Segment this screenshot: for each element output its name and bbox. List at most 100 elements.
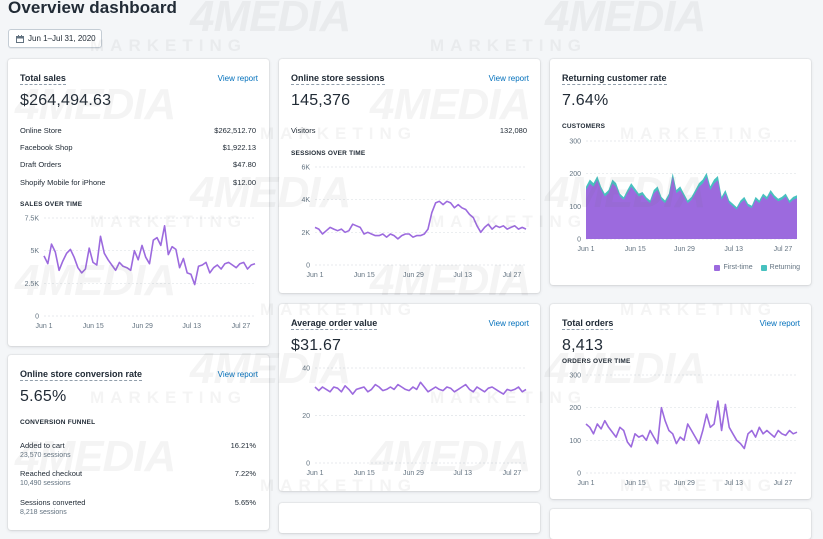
funnel-row: Added to cart 16.21%	[20, 441, 256, 451]
card-title: Average order value	[291, 318, 378, 330]
x-tick-label: Jun 1	[35, 323, 52, 330]
calendar-icon	[16, 34, 24, 43]
total-orders-value: 8,413	[562, 337, 604, 354]
sales-over-time-chart: 7.5K 5K 2.5K 0 Jun 1 Jun 15 Jun 29 Jul 13 Jul 27	[25, 216, 256, 330]
aov-value: $31.67	[291, 337, 342, 354]
row-label: Draft Orders	[20, 160, 62, 169]
chart-label: CUSTOMERS	[562, 123, 606, 130]
x-tick-label: Jun 1	[306, 470, 323, 477]
funnel-step-value: 7.22%	[234, 469, 256, 478]
breakdown-row: Draft Orders $47.80	[20, 160, 256, 170]
legend-swatch-first-time	[714, 264, 721, 271]
view-report-link[interactable]: View report	[488, 319, 529, 328]
legend-returning: Returning	[769, 264, 800, 271]
funnel-step-sessions: 8,218 sessions	[20, 509, 67, 516]
sessions-card: Online store sessions View report 145,37…	[279, 59, 540, 293]
y-tick-label: 200	[569, 405, 581, 412]
card-title: Online store sessions	[291, 73, 385, 85]
date-range-button[interactable]: Jun 1–Jul 31, 2020	[8, 29, 102, 48]
y-tick-label: 2K	[301, 230, 310, 237]
average-order-value-chart: 40 20 0 Jun 1 Jun 15 Jun 29 Jul 13 Jul 27	[302, 366, 527, 477]
x-tick-label: Jul 27	[774, 246, 793, 253]
y-tick-label: 100	[569, 204, 581, 211]
funnel-step-label: Added to cart	[20, 441, 65, 450]
view-report-link[interactable]: View report	[759, 319, 800, 328]
total-orders-card: Total orders View report 8,413 ORDERS OV…	[550, 304, 811, 499]
funnel-row: Reached checkout 7.22%	[20, 469, 256, 479]
row-label: Online Store	[20, 126, 62, 135]
x-tick-label: Jul 13	[182, 323, 201, 330]
y-tick-label: 40	[302, 366, 310, 373]
funnel-row-sub: 10,490 sessions	[20, 479, 256, 489]
total-sales-card: Total sales View report $264,494.63 Onli…	[8, 59, 269, 346]
x-tick-label: Jul 13	[453, 470, 472, 477]
row-value: $47.80	[233, 160, 256, 169]
line-series	[314, 200, 527, 240]
line-series	[43, 225, 256, 286]
x-tick-label: Jun 1	[306, 272, 323, 279]
x-tick-label: Jun 1	[577, 480, 594, 487]
conversion-rate-value: 5.65%	[20, 388, 67, 405]
y-tick-label: 300	[569, 373, 581, 380]
chart-label: ORDERS OVER TIME	[562, 358, 631, 365]
y-tick-label: 20	[302, 413, 310, 420]
y-tick-label: 0	[35, 314, 39, 321]
x-tick-label: Jul 27	[503, 470, 522, 477]
x-tick-label: Jul 13	[724, 480, 743, 487]
y-tick-label: 7.5K	[25, 216, 40, 223]
funnel-label: CONVERSION FUNNEL	[20, 419, 96, 426]
y-tick-label: 100	[569, 438, 581, 445]
funnel-step-value: 16.21%	[230, 441, 256, 450]
line-series	[314, 381, 527, 395]
chart-label: SESSIONS OVER TIME	[291, 150, 366, 157]
funnel-row-sub: 8,218 sessions	[20, 508, 256, 518]
line-series	[585, 400, 798, 450]
breakdown-row: Shopify Mobile for iPhone $12.00	[20, 178, 256, 188]
x-tick-label: Jul 27	[774, 480, 793, 487]
x-tick-label: Jun 29	[132, 323, 153, 330]
legend-swatch-returning	[760, 264, 767, 271]
row-value: 132,080	[499, 126, 527, 135]
view-report-link[interactable]: View report	[217, 74, 258, 83]
watermark-tagline: MARKETING	[90, 36, 247, 55]
x-tick-label: Jun 15	[83, 323, 104, 330]
partial-card	[279, 503, 540, 533]
x-tick-label: Jun 29	[403, 470, 424, 477]
funnel-step-label: Sessions converted	[20, 498, 86, 507]
chart-legend: First-time Returning	[714, 264, 800, 271]
y-tick-label: 0	[306, 263, 310, 270]
card-title: Total sales	[20, 73, 66, 85]
customers-chart: 300 200 100 0 Jun 1 Jun 15 Jun 29 Jul 13 Jul 27	[569, 139, 797, 253]
breakdown-row: Online Store $262,512.70	[20, 126, 256, 136]
x-tick-label: Jun 15	[625, 480, 646, 487]
x-tick-label: Jun 15	[625, 246, 646, 253]
row-label: Facebook Shop	[20, 143, 73, 152]
funnel-step-label: Reached checkout	[20, 469, 83, 478]
watermark-tagline: MARKETING	[430, 36, 587, 55]
legend-first-time: First-time	[723, 264, 753, 271]
y-tick-label: 0	[577, 237, 581, 244]
y-tick-label: 2.5K	[25, 281, 40, 288]
date-range-label: Jun 1–Jul 31, 2020	[28, 34, 96, 43]
area-series-first-time	[586, 176, 797, 239]
sessions-value: 145,376	[291, 92, 351, 109]
y-tick-label: 5K	[30, 248, 39, 255]
funnel-step-sessions: 23,570 sessions	[20, 452, 71, 459]
visitors-row: Visitors 132,080	[291, 126, 527, 136]
x-tick-label: Jun 29	[403, 272, 424, 279]
view-report-link[interactable]: View report	[488, 74, 529, 83]
funnel-step-value: 5.65%	[234, 498, 256, 507]
x-tick-label: Jul 13	[724, 246, 743, 253]
y-tick-label: 200	[569, 171, 581, 178]
row-value: $1,922.13	[222, 143, 256, 152]
x-tick-label: Jul 13	[453, 272, 472, 279]
y-tick-label: 0	[306, 461, 310, 468]
returning-customer-rate-card: Returning customer rate 7.64% CUSTOMERS …	[550, 59, 811, 285]
funnel-row: Sessions converted 5.65%	[20, 498, 256, 508]
y-tick-label: 6K	[301, 165, 310, 172]
total-sales-value: $264,494.63	[20, 92, 112, 109]
y-tick-label: 0	[577, 471, 581, 478]
chart-label: SALES OVER TIME	[20, 201, 83, 208]
view-report-link[interactable]: View report	[217, 370, 258, 379]
sessions-over-time-chart: 6K 4K 2K 0 Jun 1 Jun 15 Jun 29 Jul 13 Jul 27	[301, 165, 527, 279]
